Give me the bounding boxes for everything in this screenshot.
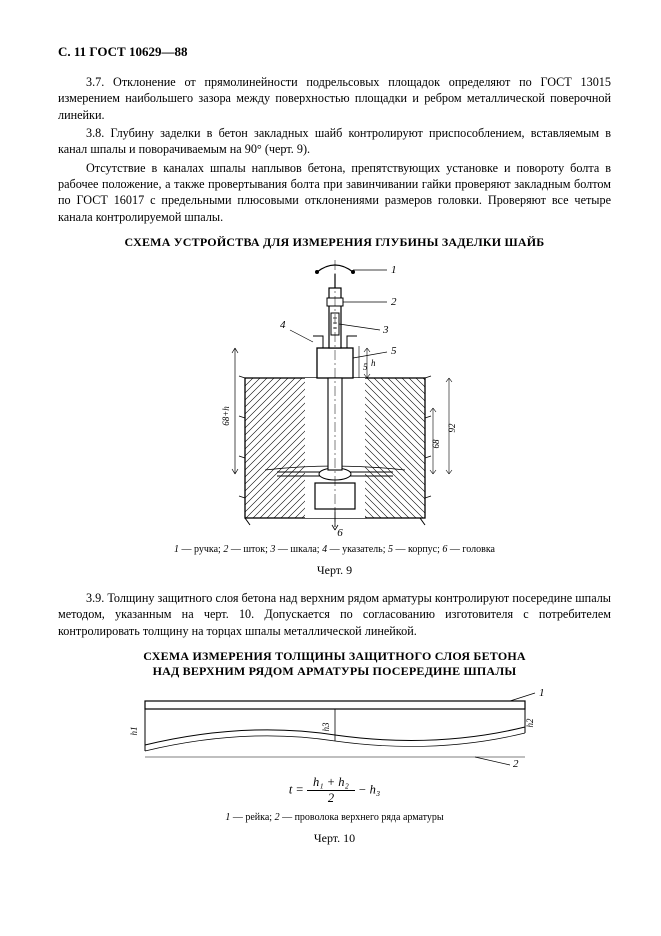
fig9-dim-68: 68 — [431, 439, 441, 449]
fig9-label-6: 6 — [337, 527, 343, 538]
fig10-dim-h3: h3 — [321, 722, 331, 732]
figure-9-svg: 1 2 3 4 5 6 68+h 5 h 68 — [205, 258, 465, 538]
fig9-label-5: 5 — [391, 345, 397, 357]
scheme-2-title-1: СХЕМА ИЗМЕРЕНИЯ ТОЛЩИНЫ ЗАЩИТНОГО СЛОЯ Б… — [58, 649, 611, 664]
para-3-8b: Отсутствие в каналах шпалы наплывов бето… — [58, 160, 611, 225]
para-3-9: 3.9. Толщину защитного слоя бетона над в… — [58, 590, 611, 639]
para-3-8: 3.8. Глубину заделки в бетон закладных ш… — [58, 125, 611, 158]
fig10-dim-h1: h1 — [129, 727, 139, 736]
fig9-dim-68h: 68+h — [221, 406, 231, 426]
fig9-label-1: 1 — [391, 264, 397, 276]
page-header: С. 11 ГОСТ 10629—88 — [58, 44, 611, 60]
fig10-label-2: 2 — [513, 758, 519, 767]
figure-9-number: Черт. 9 — [58, 563, 611, 578]
formula-t: t = h₁ + h₂ 2 − h₃ — [58, 775, 611, 806]
fig9-label-4: 4 — [280, 319, 286, 331]
figure-10-number: Черт. 10 — [58, 831, 611, 846]
fig10-label-1: 1 — [539, 687, 545, 699]
figure-9: 1 2 3 4 5 6 68+h 5 h 68 — [58, 258, 611, 538]
fig9-label-3: 3 — [382, 324, 389, 336]
figure-10: h1 h3 h2 1 2 — [58, 687, 611, 767]
figure-10-caption: 1 — рейка; 2 — проволока верхнего ряда а… — [58, 812, 611, 823]
fig9-label-2: 2 — [391, 296, 397, 308]
scheme-1-title: СХЕМА УСТРОЙСТВА ДЛЯ ИЗМЕРЕНИЯ ГЛУБИНЫ З… — [58, 235, 611, 250]
para-3-7: 3.7. Отклонение от прямолинейности подре… — [58, 74, 611, 123]
figure-9-caption: 1 — ручка; 2 — шток; 3 — шкала; 4 — указ… — [58, 544, 611, 555]
scheme-2-title-2: НАД ВЕРХНИМ РЯДОМ АРМАТУРЫ ПОСЕРЕДИНЕ ШП… — [58, 664, 611, 679]
fig10-dim-h2: h2 — [525, 718, 535, 728]
fig9-dim-92: 92 — [447, 423, 457, 433]
fig9-dim-h: h — [371, 358, 376, 368]
figure-10-svg: h1 h3 h2 1 2 — [115, 687, 555, 767]
